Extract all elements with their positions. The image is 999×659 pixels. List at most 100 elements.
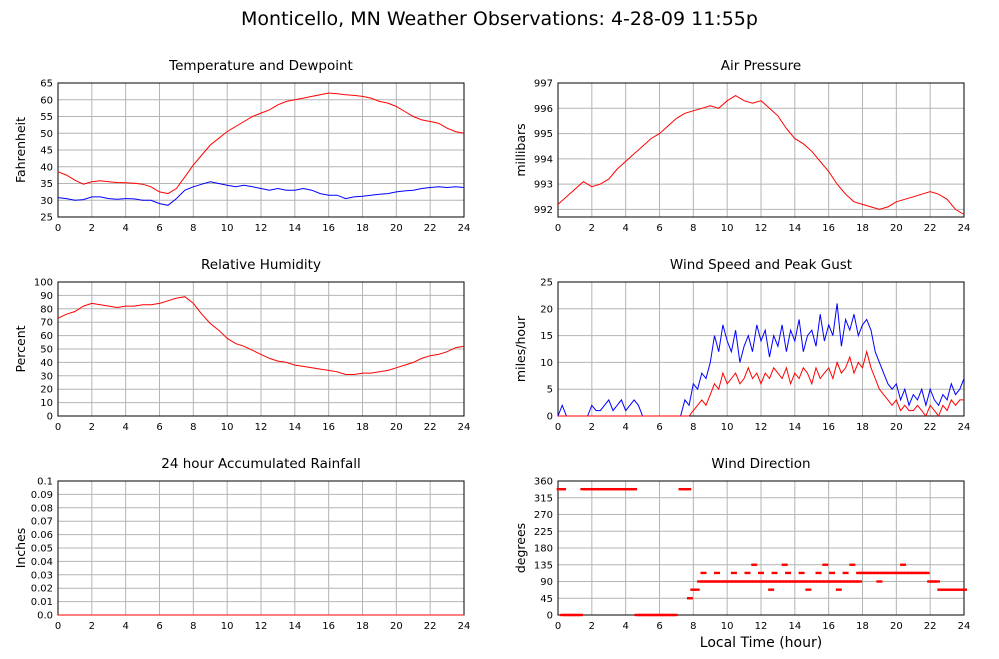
x-tick-label: 16 (322, 223, 335, 234)
data-point (825, 580, 832, 583)
x-tick-label: 24 (458, 621, 471, 632)
y-tick-label: 0.1 (37, 477, 53, 488)
data-point (947, 588, 954, 591)
y-tick-label: 90 (40, 291, 53, 302)
data-point (906, 571, 913, 575)
data-point (681, 487, 688, 491)
data-point (720, 580, 727, 583)
data-point (829, 580, 836, 583)
x-tick-label: 16 (822, 422, 835, 433)
x-tick-label: 24 (958, 223, 971, 234)
y-tick-label: 270 (534, 510, 553, 521)
y-tick-label: 994 (534, 154, 553, 165)
y-axis-label: miles/hour (513, 315, 528, 382)
y-axis-label: Percent (13, 325, 28, 372)
plot-frame (557, 480, 965, 616)
data-point (815, 571, 822, 575)
data-point (593, 487, 600, 491)
x-tick-label: 6 (656, 223, 662, 234)
data-point (690, 588, 697, 591)
y-tick-label: 0 (47, 412, 53, 423)
data-point (730, 571, 737, 575)
x-tick-label: 0 (555, 422, 561, 433)
x-tick-label: 16 (822, 621, 835, 632)
y-tick-label: 10 (40, 398, 53, 409)
y-tick-label: 225 (534, 527, 553, 538)
x-tick-label: 20 (890, 223, 903, 234)
data-point (573, 613, 580, 617)
x-tick-label: 22 (924, 621, 937, 632)
series-line-0 (57, 296, 465, 375)
data-point (664, 613, 671, 617)
series-line-0 (557, 95, 965, 215)
data-point (724, 580, 731, 583)
data-point (961, 588, 967, 591)
data-point (631, 487, 638, 491)
chart-title: Wind Speed and Peak Gust (670, 257, 852, 273)
data-point (788, 580, 795, 583)
x-tick-label: 0 (55, 621, 61, 632)
data-point (805, 580, 812, 583)
y-tick-label: 0.06 (31, 530, 53, 541)
x-tick-label: 0 (555, 223, 561, 234)
data-point (893, 571, 900, 575)
data-point (883, 571, 890, 575)
x-tick-label: 18 (856, 422, 869, 433)
y-tick-label: 993 (534, 180, 553, 191)
x-tick-label: 0 (55, 223, 61, 234)
x-tick-label: 0 (55, 422, 61, 433)
x-tick-label: 8 (690, 422, 696, 433)
data-point (644, 613, 651, 617)
data-point (717, 580, 724, 583)
y-tick-label: 0.08 (31, 503, 53, 514)
data-point (801, 580, 808, 583)
y-axis-label: Inches (13, 528, 28, 569)
data-point (900, 571, 907, 575)
data-point (873, 571, 880, 575)
data-point (768, 588, 775, 591)
data-point (869, 571, 876, 575)
data-point (758, 571, 764, 575)
x-tick-label: 14 (788, 621, 801, 632)
plot-frame (57, 82, 465, 218)
data-point (744, 571, 751, 575)
data-point (697, 580, 704, 583)
y-tick-label: 45 (540, 594, 553, 605)
chart-title: Relative Humidity (201, 257, 321, 273)
y-tick-label: 0.01 (31, 597, 53, 608)
data-point (835, 588, 842, 591)
y-tick-label: 992 (534, 205, 553, 216)
x-tick-label: 22 (924, 223, 937, 234)
data-point (614, 487, 621, 491)
data-point (604, 487, 611, 491)
y-tick-label: 55 (40, 112, 53, 123)
data-point (832, 580, 839, 583)
x-tick-label: 8 (190, 223, 196, 234)
data-point (686, 597, 693, 600)
data-point (707, 580, 714, 583)
data-point (600, 487, 607, 491)
x-tick-label: 22 (424, 621, 437, 632)
data-point (730, 580, 737, 583)
data-point (920, 571, 927, 575)
data-point (903, 571, 910, 575)
y-tick-label: 180 (534, 544, 553, 555)
y-tick-label: 50 (40, 345, 53, 356)
data-point (818, 580, 825, 583)
data-point (822, 563, 829, 566)
data-point (876, 571, 883, 575)
x-axis-title: Local Time (hour) (699, 635, 823, 651)
data-point (617, 487, 624, 491)
x-tick-label: 8 (190, 621, 196, 632)
chart-title: Wind Direction (711, 456, 810, 472)
data-point (764, 580, 771, 583)
data-point (560, 487, 567, 491)
data-point (648, 613, 655, 617)
data-point (842, 580, 849, 583)
data-point (771, 580, 778, 583)
x-tick-label: 8 (690, 223, 696, 234)
y-tick-label: 30 (40, 371, 53, 382)
data-point (815, 580, 822, 583)
